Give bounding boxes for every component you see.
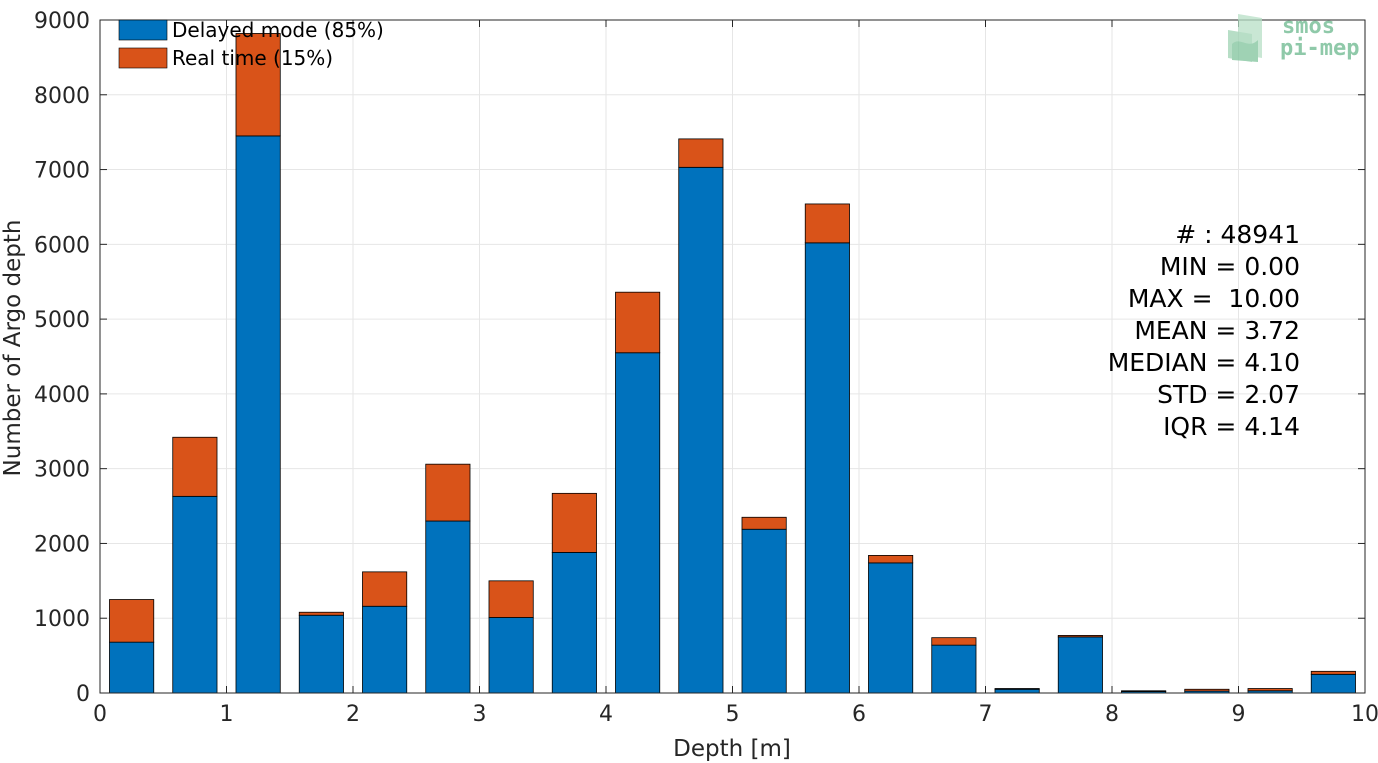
- bar-real-time: [109, 599, 155, 643]
- y-tick-label: 6000: [34, 233, 90, 258]
- legend-swatch-delayed: [118, 19, 168, 41]
- bar-real-time: [488, 580, 534, 618]
- bar-delayed-mode: [235, 135, 281, 694]
- bar-delayed-mode: [362, 605, 408, 694]
- x-tick-label: 6: [852, 702, 866, 727]
- x-tick-label: 4: [599, 702, 613, 727]
- bar-real-time: [551, 492, 597, 553]
- y-tick-label: 9000: [34, 9, 90, 34]
- bar-delayed-mode: [931, 644, 977, 694]
- bar-real-time: [172, 436, 218, 497]
- bar-real-time: [362, 571, 408, 607]
- y-axis-ticks: 0 1000 2000 3000 4000 5000 6000 7000 8000 9000: [34, 9, 1365, 707]
- stats-max: MAX = 10.00: [1128, 284, 1300, 313]
- bar-real-time: [235, 33, 281, 137]
- bar-real-time: [868, 555, 914, 564]
- bar-delayed-mode: [298, 614, 344, 694]
- bar-delayed-mode: [868, 562, 914, 694]
- bars: [109, 33, 1356, 694]
- bar-real-time: [1247, 688, 1293, 692]
- bar-real-time: [1121, 690, 1167, 692]
- smos-pimep-logo: smos pi-mep: [1228, 14, 1359, 62]
- bar-real-time: [1057, 635, 1103, 638]
- y-tick-label: 5000: [34, 308, 90, 333]
- y-tick-label: 1000: [34, 607, 90, 632]
- stats-min: MIN = 0.00: [1160, 252, 1300, 281]
- x-tick-label: 7: [979, 702, 993, 727]
- x-tick-label: 0: [93, 702, 107, 727]
- y-tick-label: 8000: [34, 84, 90, 109]
- logo-wave-icon: [1228, 14, 1262, 62]
- bar-delayed-mode: [488, 617, 534, 694]
- bar-real-time: [931, 637, 977, 646]
- bar-delayed-mode: [678, 166, 724, 694]
- bar-delayed-mode: [1057, 636, 1103, 694]
- bar-real-time: [1184, 688, 1230, 692]
- bar-real-time: [741, 516, 787, 530]
- bar-delayed-mode: [109, 641, 155, 694]
- x-tick-label: 9: [1232, 702, 1246, 727]
- bar-delayed-mode: [804, 242, 850, 694]
- legend-label-delayed: Delayed mode (85%): [172, 18, 384, 42]
- legend-swatch-realtime: [118, 47, 168, 69]
- x-tick-label: 5: [726, 702, 740, 727]
- bar-delayed-mode: [741, 528, 787, 694]
- x-tick-label: 8: [1105, 702, 1119, 727]
- bar-delayed-mode: [551, 552, 597, 694]
- bar-delayed-mode: [1310, 673, 1356, 694]
- bar-delayed-mode: [994, 688, 1040, 694]
- logo-text-pimep: pi-mep: [1280, 36, 1359, 61]
- bar-real-time: [804, 203, 850, 244]
- stats-count: # : 48941: [1175, 220, 1300, 249]
- stats-box: # : 48941 MIN = 0.00 MAX = 10.00 MEAN = …: [1108, 220, 1300, 441]
- legend-label-realtime: Real time (15%): [172, 46, 333, 70]
- legend: Delayed mode (85%) Real time (15%): [118, 18, 384, 70]
- bar-delayed-mode: [172, 495, 218, 694]
- y-tick-label: 0: [76, 682, 90, 707]
- stats-iqr: IQR = 4.14: [1163, 412, 1300, 441]
- x-tick-label: 1: [220, 702, 234, 727]
- x-axis-ticks: 0 1 2 3 4 5 6 7 8 9 10: [93, 20, 1378, 727]
- y-tick-label: 3000: [34, 458, 90, 483]
- y-tick-label: 4000: [34, 383, 90, 408]
- bar-real-time: [425, 463, 471, 522]
- bar-delayed-mode: [615, 352, 661, 694]
- stats-median: MEDIAN = 4.10: [1108, 348, 1300, 377]
- y-tick-label: 7000: [34, 159, 90, 184]
- bar-real-time: [1310, 670, 1356, 675]
- bar-real-time: [678, 138, 724, 168]
- bar-real-time: [298, 611, 344, 616]
- y-tick-label: 2000: [34, 532, 90, 557]
- x-axis-label: Depth [m]: [673, 736, 791, 762]
- bar-real-time: [615, 291, 661, 354]
- y-axis-label: Number of Argo depth: [0, 220, 26, 477]
- x-tick-label: 2: [346, 702, 360, 727]
- x-tick-label: 3: [473, 702, 487, 727]
- x-tick-label: 10: [1351, 702, 1378, 727]
- bar-real-time: [994, 688, 1040, 690]
- logo-text-smos: smos: [1282, 14, 1335, 39]
- stats-std: STD = 2.07: [1157, 380, 1300, 409]
- bar-delayed-mode: [425, 520, 471, 694]
- stats-mean: MEAN = 3.72: [1134, 316, 1300, 345]
